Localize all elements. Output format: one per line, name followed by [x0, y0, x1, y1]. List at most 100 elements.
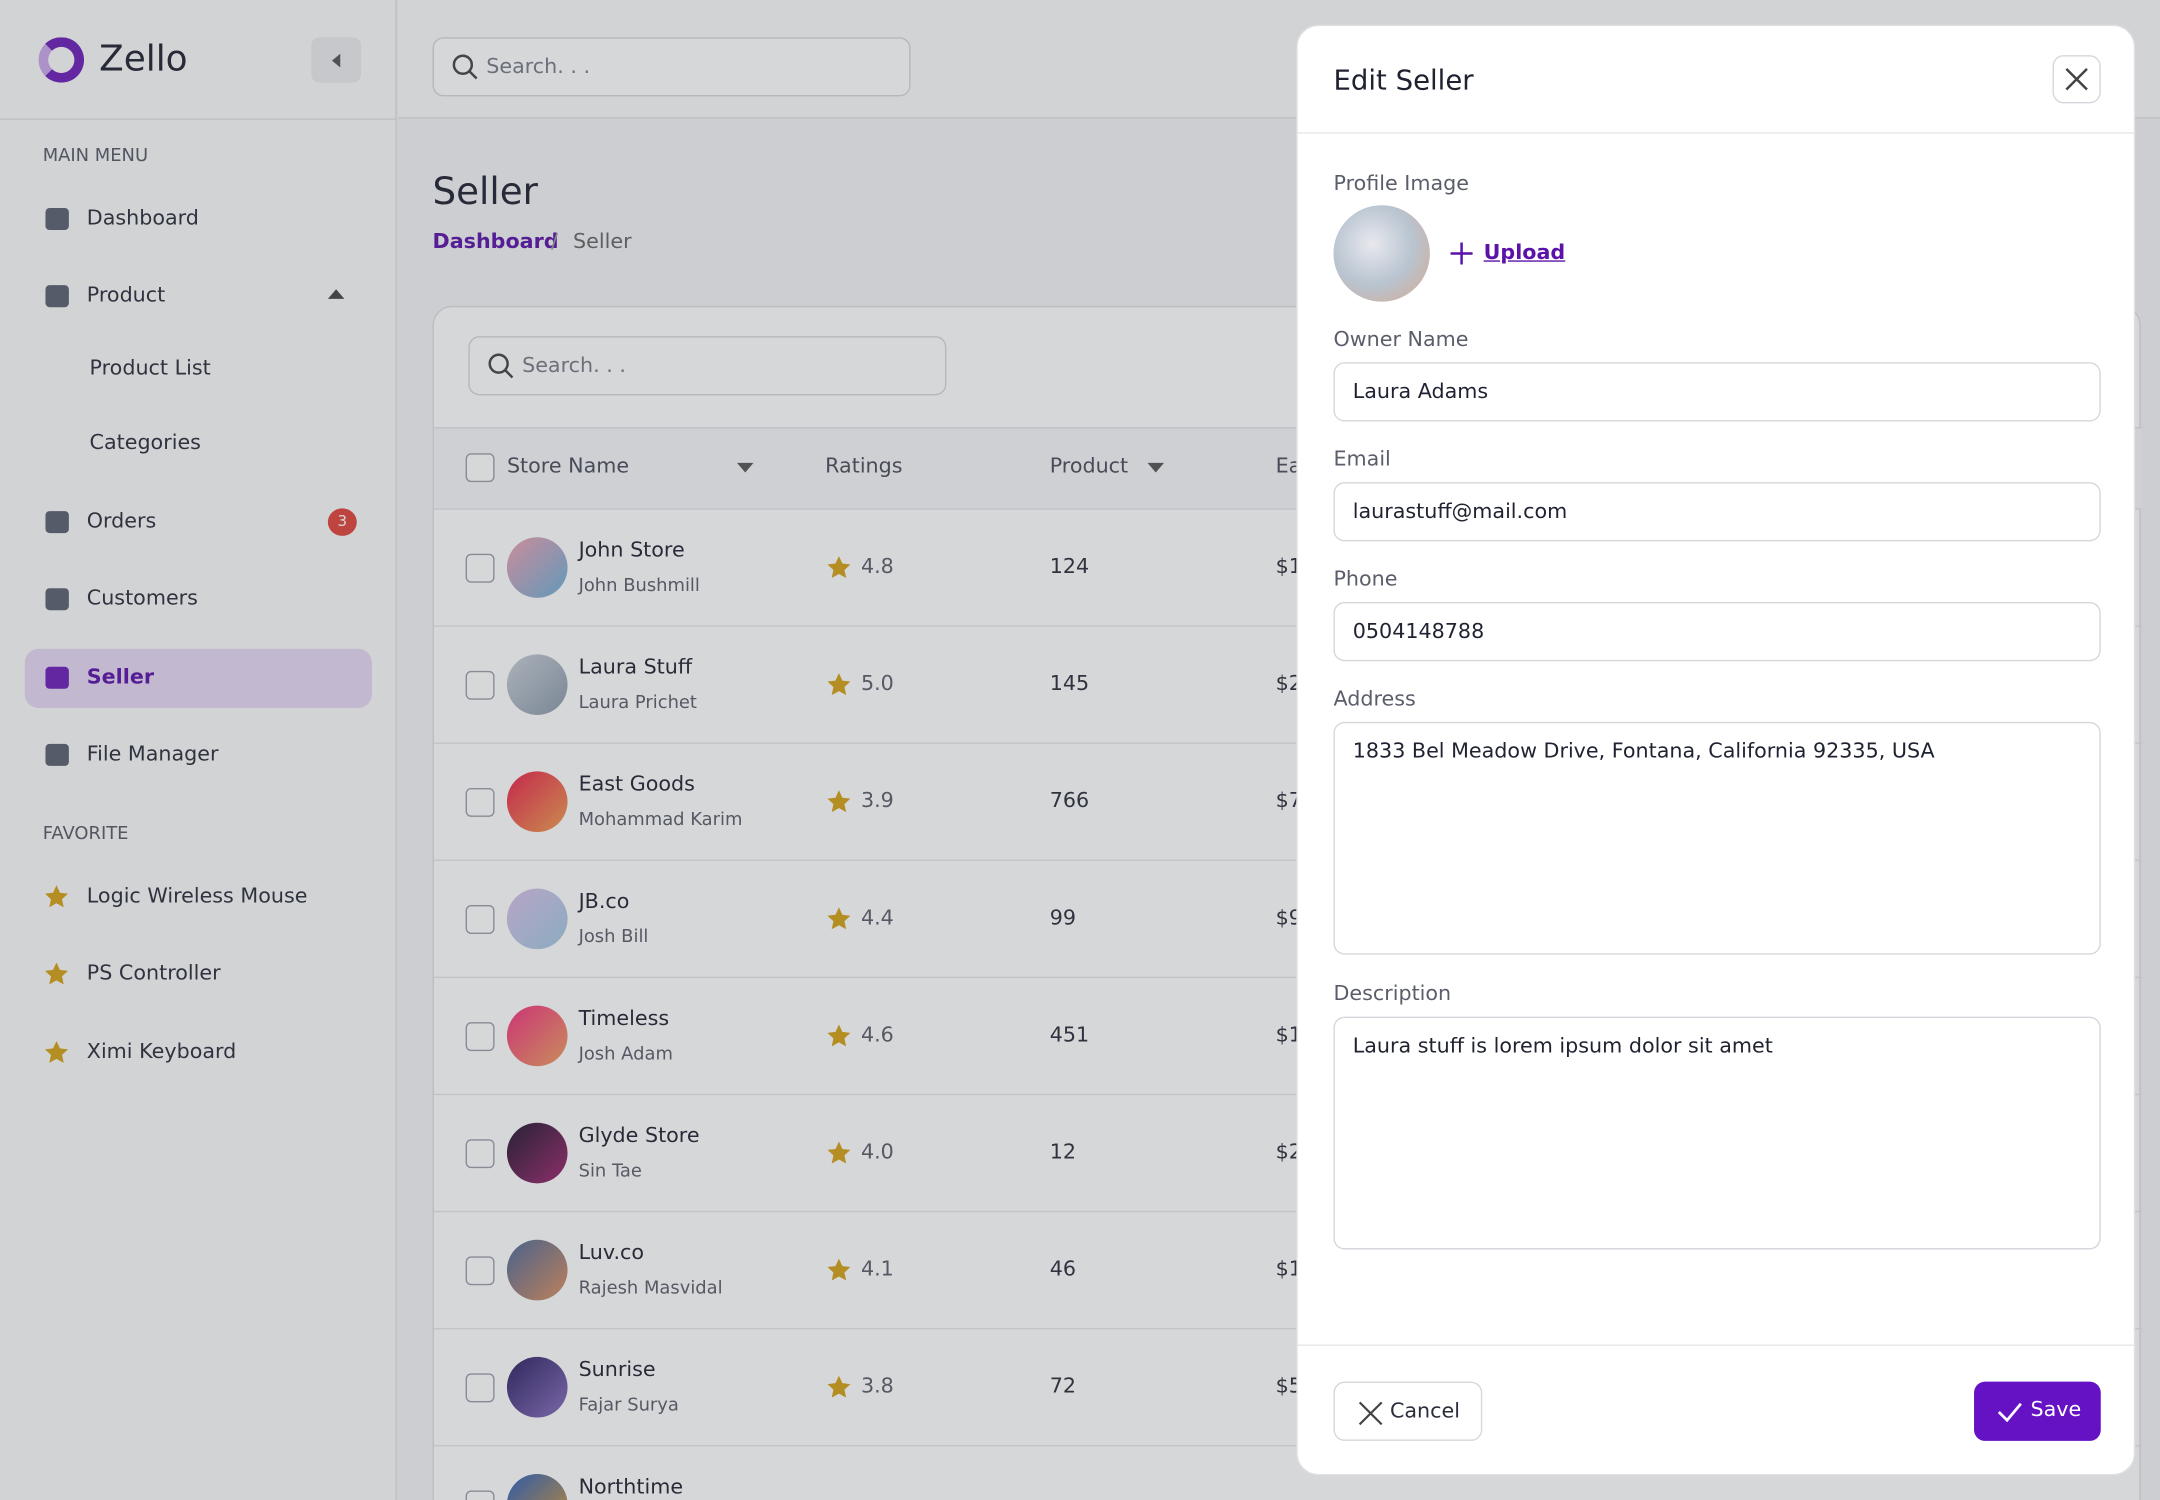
upload-link[interactable]: Upload [1483, 240, 1566, 265]
store-name: Sunrise [578, 1357, 656, 1383]
product-count: 145 [1049, 671, 1090, 697]
store-name: Timeless [578, 1005, 670, 1031]
favorite-item[interactable]: Ximi Keyboard [86, 1039, 237, 1064]
row-divider [433, 1093, 2143, 1096]
brand: Zello [99, 38, 188, 81]
modal-title: Edit Seller [1333, 63, 1474, 97]
text-input[interactable]: laurastuff@mail.com [1333, 482, 2101, 542]
menu-item[interactable]: Seller [86, 664, 155, 690]
menu-icon [45, 208, 69, 231]
column-header[interactable]: Ratings [825, 453, 903, 479]
row-divider [433, 625, 2143, 627]
product-count: 46 [1049, 1256, 1076, 1282]
star-icon [825, 1256, 853, 1284]
store-avatar [506, 1122, 568, 1184]
collapse-button[interactable] [311, 37, 361, 83]
checkbox[interactable] [465, 1373, 495, 1403]
submenu-item[interactable]: Categories [89, 430, 201, 455]
product-count: 12 [1049, 1139, 1076, 1165]
checkbox[interactable] [465, 1256, 495, 1286]
menu-icon [45, 743, 69, 766]
checkbox[interactable] [465, 670, 495, 700]
search-input[interactable]: Search. . . [432, 37, 911, 97]
star-icon [825, 1022, 853, 1050]
rating: 5.0 [860, 671, 894, 697]
search-placeholder: Search. . . [522, 352, 626, 378]
owner-name: Fajar Surya [578, 1394, 679, 1416]
star-icon [825, 671, 853, 699]
store-avatar [506, 537, 568, 598]
owner-name: Laura Prichet [578, 692, 697, 713]
field-value: laurastuff@mail.com [1352, 499, 1568, 524]
rating: 3.9 [860, 788, 894, 814]
submenu-item[interactable]: Product List [89, 355, 211, 381]
product-count: 451 [1049, 1022, 1090, 1048]
rating: 4.8 [860, 554, 894, 579]
field-value: Laura stuff is lorem ipsum dolor sit ame… [1352, 1033, 1773, 1059]
page-title: Seller [432, 171, 538, 215]
field-label: Phone [1333, 566, 1398, 592]
product-count: 766 [1049, 788, 1090, 814]
rating: 4.4 [860, 905, 894, 931]
checkbox[interactable] [465, 1139, 495, 1169]
checkbox[interactable] [465, 1490, 495, 1500]
search-placeholder: Search. . . [486, 54, 591, 79]
close-button[interactable] [2052, 55, 2101, 104]
checkbox[interactable] [465, 553, 495, 583]
textarea[interactable]: Laura stuff is lorem ipsum dolor sit ame… [1333, 1016, 2101, 1250]
column-header[interactable]: Store Name [506, 453, 630, 479]
badge: 3 [327, 508, 357, 536]
field-label: Owner Name [1333, 326, 1469, 352]
textarea[interactable]: 1833 Bel Meadow Drive, Fontana, Californ… [1333, 721, 2101, 955]
field-label: Email [1333, 446, 1391, 472]
store-name: Glyde Store [578, 1123, 700, 1148]
menu-item[interactable]: Dashboard [86, 205, 199, 231]
section-title: MAIN MENU [42, 145, 149, 167]
menu-item[interactable]: File Manager [86, 741, 219, 767]
store-name: Northtime [578, 1474, 684, 1500]
checkbox[interactable] [465, 905, 495, 934]
field-label: Address [1333, 686, 1416, 712]
product-count: 124 [1049, 554, 1090, 579]
cancel-label: Cancel [1389, 1398, 1460, 1424]
menu-active-bg [24, 648, 372, 709]
menu-item[interactable]: Orders [86, 508, 157, 534]
field-value: Laura Adams [1352, 379, 1489, 404]
favorite-item[interactable]: PS Controller [86, 960, 221, 986]
search-input[interactable]: Search. . . [468, 336, 947, 396]
breadcrumb-item[interactable]: Dashboard [432, 229, 559, 254]
expand-icon [327, 289, 345, 299]
star-icon [825, 1373, 853, 1401]
upload-icon [1449, 241, 1474, 266]
save-button[interactable]: Save [1974, 1381, 2101, 1441]
store-name: John Store [578, 537, 685, 563]
menu-icon [45, 285, 69, 308]
rating: 4.6 [860, 1022, 894, 1048]
menu-item[interactable]: Customers [86, 585, 198, 611]
store-name: East Goods [578, 771, 695, 797]
row-divider [433, 1210, 2143, 1213]
text-input[interactable]: Laura Adams [1333, 362, 2101, 422]
modal-divider [1297, 132, 2134, 134]
owner-name: Rajesh Masvidal [578, 1277, 723, 1299]
sidebar-divider [0, 118, 397, 120]
menu-item[interactable]: Product [86, 282, 166, 308]
text-input[interactable]: 0504148788 [1333, 601, 2101, 662]
cancel-button[interactable]: Cancel [1333, 1381, 1483, 1441]
checkbox[interactable] [465, 787, 495, 817]
favorite-item[interactable]: Logic Wireless Mouse [86, 883, 308, 909]
breadcrumb-item: Seller [573, 229, 632, 254]
store-avatar [506, 888, 568, 950]
menu-icon [45, 666, 69, 689]
owner-name: Josh Adam [578, 1043, 673, 1065]
checkbox[interactable] [465, 1022, 495, 1052]
field-value: 0504148788 [1352, 618, 1485, 644]
sort-icon [1147, 462, 1165, 473]
modal: Edit Seller Profile Image Upload Owner Name… [1296, 24, 2136, 1476]
column-header[interactable]: Product [1049, 453, 1129, 479]
row-divider [433, 976, 2143, 979]
field-value: 1833 Bel Meadow Drive, Fontana, Californ… [1352, 738, 1935, 764]
checkbox[interactable] [465, 453, 495, 483]
modal-footer-divider [1297, 1344, 2134, 1346]
